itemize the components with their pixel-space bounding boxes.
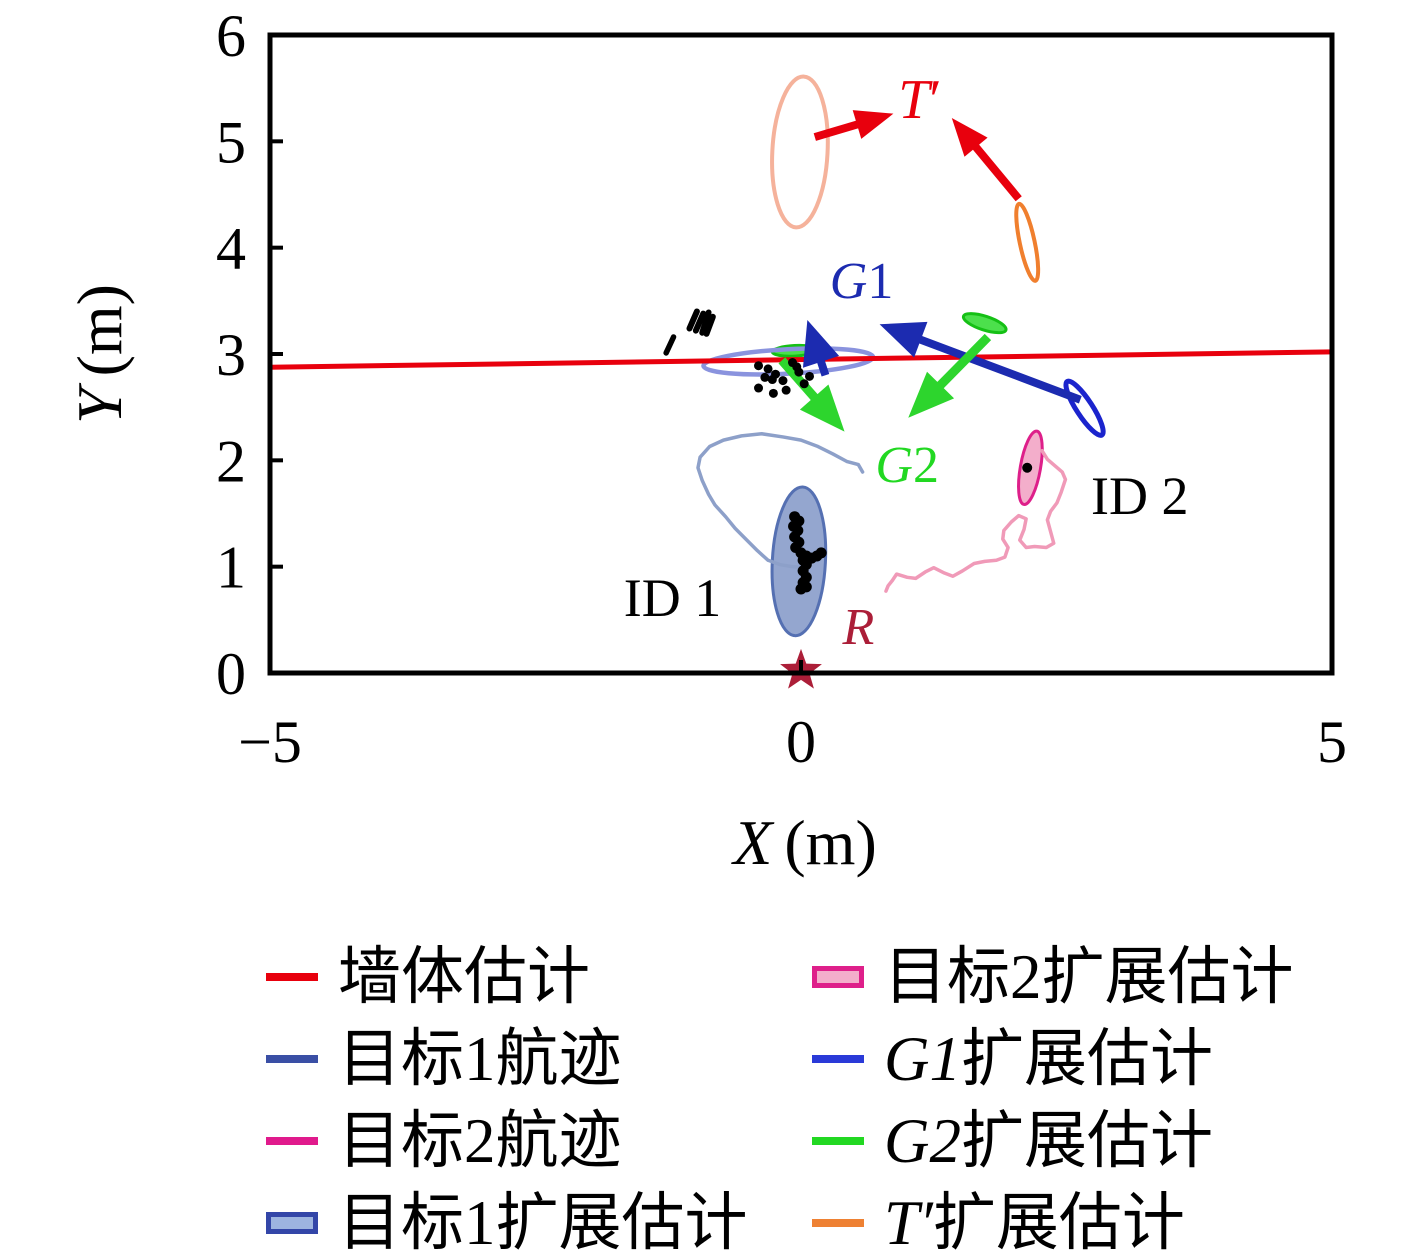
x-axis-label-var: X bbox=[733, 807, 773, 878]
G2-arrow-right-head bbox=[908, 371, 955, 418]
detections-near-wall-dot bbox=[799, 379, 809, 389]
legend-item-G1-extent: G1 扩展估计 bbox=[812, 1018, 1294, 1100]
label-G1-it: G bbox=[829, 252, 868, 310]
target2-trajectory bbox=[884, 449, 1068, 593]
legend-item-target2-track: 目标2航迹 bbox=[266, 1100, 748, 1182]
legend-label: 目标1扩展估计 bbox=[338, 1187, 748, 1258]
detections-near-wall-dot bbox=[754, 361, 764, 371]
legend-item-G2-extent: G2 扩展估计 bbox=[812, 1100, 1294, 1182]
x-tick-label: −5 bbox=[238, 709, 302, 775]
x-tick-label: 0 bbox=[786, 709, 816, 775]
legend-sym: G2 bbox=[884, 1105, 961, 1176]
target1-track-swatch bbox=[266, 1055, 318, 1063]
legend-item-wall-estimate: 墙体估计 bbox=[266, 936, 748, 1018]
T-prime-extent-swatch bbox=[812, 1219, 864, 1227]
legend-label: 扩展估计 bbox=[961, 1105, 1213, 1176]
legend-label: 扩展估计 bbox=[932, 1187, 1185, 1258]
y-tick-label: 5 bbox=[216, 109, 246, 175]
detections-near-wall-dot bbox=[771, 369, 781, 379]
clutter-dash-4 bbox=[703, 313, 716, 337]
y-tick-label: 2 bbox=[216, 428, 246, 494]
legend-column-2: 目标2扩展估计 G1 扩展估计 G2 扩展估计 T′ 扩展估计 bbox=[812, 936, 1294, 1260]
legend-item-target1-extent: 目标1扩展估计 bbox=[266, 1182, 748, 1260]
target2-track-swatch bbox=[266, 1137, 318, 1145]
label-R-it: R bbox=[842, 599, 875, 657]
detections-near-wall-dot bbox=[768, 388, 778, 398]
label-G1-rm: 1 bbox=[867, 252, 894, 310]
T-prime-arrow-right-head bbox=[951, 117, 988, 157]
detections-near-wall-dot bbox=[754, 383, 764, 393]
y-tick-label: 4 bbox=[216, 216, 246, 282]
target1-trajectory bbox=[696, 432, 865, 570]
y-axis-label: Y (m) bbox=[64, 284, 135, 424]
label-ID-1-rm: ID 1 bbox=[623, 567, 722, 628]
label-ID-2-rm: ID 2 bbox=[1091, 466, 1189, 527]
detections-near-wall-dot bbox=[760, 372, 770, 382]
G1-arrow-short-head bbox=[802, 319, 840, 368]
target1-extent-swatch bbox=[266, 1212, 318, 1234]
label-ID-1: ID 1 bbox=[624, 571, 721, 625]
x-tick-label: 5 bbox=[1317, 709, 1347, 775]
clutter-dash-2 bbox=[692, 310, 707, 334]
label-T-prime: T′ bbox=[898, 72, 941, 128]
label-G2: G2 bbox=[875, 436, 939, 494]
clutter-dash-1 bbox=[686, 308, 700, 332]
label-G2-rm: 2 bbox=[912, 436, 939, 494]
T-prime-extent-ellipse-left-ellipse bbox=[770, 74, 830, 230]
legend-item-target1-track: 目标1航迹 bbox=[266, 1018, 748, 1100]
wall-estimate-line bbox=[269, 349, 1333, 370]
y-axis-label-var: Y bbox=[64, 388, 135, 424]
legend-sym: T′ bbox=[884, 1187, 933, 1258]
G1-arrow-long-shaft bbox=[907, 331, 1082, 404]
detections-target2-dot bbox=[1022, 462, 1033, 473]
label-G2-it: G bbox=[875, 436, 913, 494]
G1-extent-ellipse-ellipse bbox=[1063, 378, 1106, 438]
y-tick-label: 3 bbox=[216, 322, 246, 388]
wall-line-swatch bbox=[266, 973, 318, 981]
T-prime-arrow-left-head bbox=[852, 110, 894, 139]
detections-target1-dot bbox=[815, 547, 827, 559]
G2-extent-swatch bbox=[812, 1137, 864, 1145]
y-axis-label-unit: (m) bbox=[64, 284, 135, 377]
y-tick-label: 1 bbox=[216, 535, 246, 601]
target2-extent-swatch bbox=[812, 966, 864, 988]
G1-extent-swatch bbox=[812, 1055, 864, 1063]
label-R: R bbox=[842, 602, 874, 654]
detections-near-wall-dot bbox=[763, 364, 773, 374]
detections-target1-dot bbox=[800, 581, 812, 593]
legend-sym: G1 bbox=[884, 1023, 961, 1094]
G2-extent-ellipse-ellipse bbox=[961, 312, 1008, 335]
x-axis-label-unit: (m) bbox=[784, 807, 877, 878]
y-tick-label: 0 bbox=[216, 641, 246, 707]
x-axis-label: X (m) bbox=[733, 811, 877, 875]
legend-label: 扩展估计 bbox=[961, 1023, 1213, 1094]
legend-label: 目标1航迹 bbox=[338, 1023, 622, 1094]
clutter-dash-3 bbox=[699, 309, 712, 336]
label-ID-2: ID 2 bbox=[1091, 469, 1188, 523]
G2-arrow-left-head bbox=[799, 384, 845, 432]
legend-column-1: 墙体估计 目标1航迹 目标2航迹 目标1扩展估计 bbox=[266, 936, 748, 1260]
legend-item-target2-extent: 目标2扩展估计 bbox=[812, 936, 1294, 1018]
label-T-prime-rm: ′ bbox=[929, 68, 942, 131]
legend-label: 目标2扩展估计 bbox=[884, 941, 1294, 1012]
detections-near-wall-dot bbox=[778, 376, 788, 386]
y-tick-label: 6 bbox=[216, 3, 246, 69]
legend-label: 目标2航迹 bbox=[338, 1105, 622, 1176]
T-prime-arrow-right-shaft bbox=[965, 135, 1022, 202]
G1-arrow-long-head bbox=[879, 321, 928, 358]
T-prime-extent-ellipse-right-ellipse bbox=[1014, 201, 1041, 283]
detections-near-wall-dot bbox=[794, 367, 804, 377]
clutter-dash-5 bbox=[663, 334, 677, 356]
label-T-prime-it: T bbox=[898, 68, 930, 131]
detections-near-wall-dot bbox=[804, 371, 814, 381]
detections-near-wall-dot bbox=[781, 385, 791, 395]
legend-label: 墙体估计 bbox=[338, 941, 590, 1012]
legend-item-T-prime-extent: T′ 扩展估计 bbox=[812, 1182, 1294, 1260]
label-G1: G1 bbox=[829, 252, 894, 310]
